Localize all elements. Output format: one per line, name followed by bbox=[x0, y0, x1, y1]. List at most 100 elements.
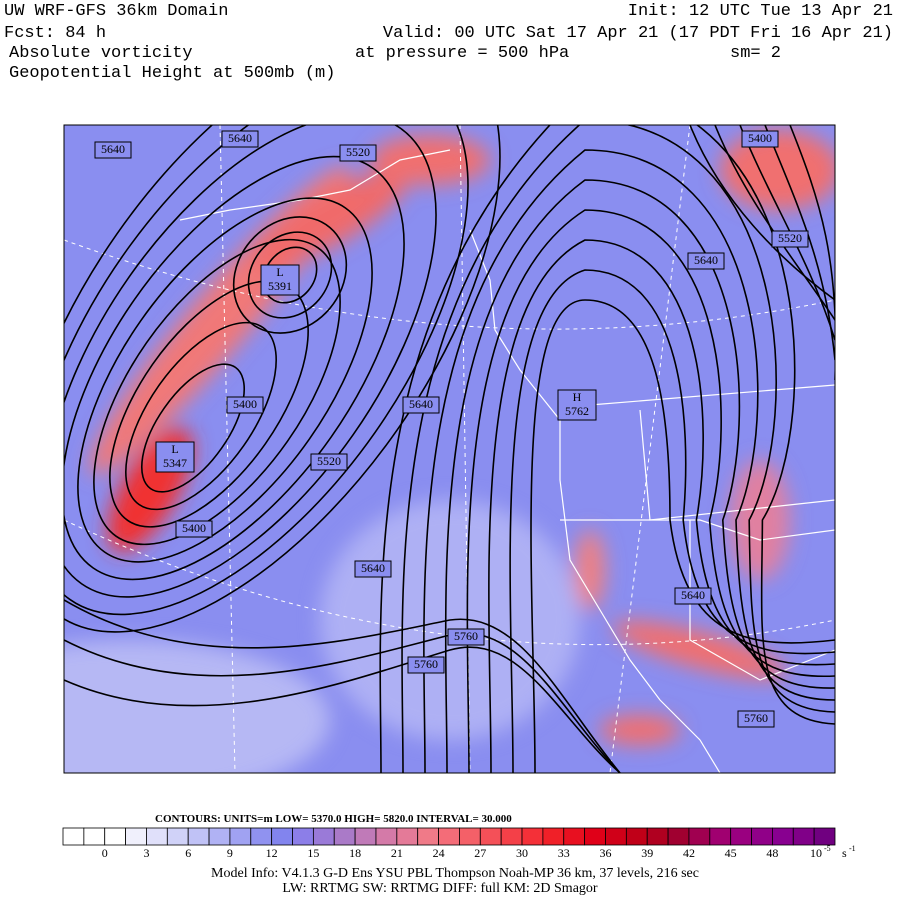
colorbar-cell bbox=[730, 827, 752, 846]
colorbar-cell bbox=[542, 827, 565, 846]
contour-label: 5760 bbox=[454, 629, 478, 643]
contour-label-box bbox=[771, 230, 809, 248]
colorbar-cell bbox=[208, 827, 231, 846]
contour bbox=[247, 231, 333, 319]
contour-label-box bbox=[339, 144, 377, 162]
contour-label-box bbox=[354, 560, 392, 578]
colorbar-cell bbox=[438, 827, 460, 846]
footer: Model Info: V4.1.3 G-D Ens YSU PBL Thomp… bbox=[211, 866, 699, 881]
colorbar-cell bbox=[229, 827, 252, 846]
colorbar-cell bbox=[667, 827, 690, 846]
header-left: Absolute vorticity bbox=[9, 44, 193, 63]
colorbar-cell bbox=[813, 827, 836, 846]
center-value: 5347 bbox=[163, 456, 187, 470]
contour-label: 5400 bbox=[182, 521, 206, 535]
contour-label: 5640 bbox=[681, 588, 705, 602]
contour bbox=[125, 321, 277, 511]
unit: -5 bbox=[824, 844, 831, 853]
contour-label: 5640 bbox=[228, 131, 252, 145]
contour bbox=[64, 125, 469, 616]
contour-label: 5400 bbox=[233, 397, 257, 411]
colorbar-tick: 6 bbox=[185, 846, 191, 860]
colorbar-tick: 12 bbox=[266, 846, 278, 860]
colorbar-cell bbox=[772, 827, 794, 846]
contour bbox=[488, 239, 835, 773]
colorbar-tick: 3 bbox=[143, 846, 149, 860]
contour-label-box bbox=[226, 396, 264, 414]
center-box bbox=[260, 264, 300, 296]
colorbar-cell bbox=[646, 827, 669, 846]
contour-label: 5640 bbox=[694, 253, 718, 267]
colorbar: CONTOURS: UNITS=m LOW= 5370.0 HIGH= 5820… bbox=[62, 813, 856, 860]
center-symbol: L bbox=[171, 442, 178, 456]
contour-label-box bbox=[94, 141, 132, 159]
colorbar-tick: 15 bbox=[307, 846, 319, 860]
header-right: Init: 12 UTC Tue 13 Apr 21 bbox=[628, 2, 893, 21]
contour bbox=[93, 238, 341, 546]
colorbar-tick: 0 bbox=[102, 846, 108, 860]
colorbar-tick: 24 bbox=[433, 846, 445, 860]
colorbar-cell bbox=[396, 827, 419, 846]
contour-label-box bbox=[407, 656, 445, 674]
colorbar-cell bbox=[250, 827, 273, 846]
colorbar-tick: 42 bbox=[683, 846, 695, 860]
map: 5640 5640 5640 5640 5640 5640 5520 5520 5520 5400… bbox=[64, 125, 835, 773]
colorbar-cell bbox=[500, 827, 523, 846]
contour bbox=[64, 155, 405, 581]
contour-label: 5640 bbox=[409, 397, 433, 411]
contour-label: 5400 bbox=[748, 131, 772, 145]
unit: -1 bbox=[849, 844, 856, 853]
colorbar-tick: 45 bbox=[725, 846, 737, 860]
contour-label: 5640 bbox=[101, 142, 125, 156]
map-frame bbox=[63, 124, 836, 774]
colorbar-cell bbox=[104, 827, 126, 846]
contour bbox=[64, 632, 621, 773]
footer: LW: RRTMG SW: RRTMG DIFF: full KM: 2D Sm… bbox=[282, 881, 597, 896]
contour bbox=[444, 179, 835, 773]
colorbar-cell bbox=[312, 827, 335, 846]
colorbar-tick: 18 bbox=[349, 846, 361, 860]
header-left: Geopotential Height at 500mb (m) bbox=[9, 64, 335, 83]
contour-label: 5760 bbox=[744, 711, 768, 725]
colorbar-cell bbox=[83, 827, 106, 846]
colorbar-cell bbox=[62, 827, 85, 846]
colorbar-cell bbox=[605, 827, 627, 846]
contour-label-box bbox=[741, 130, 779, 148]
colorbar-tick: 36 bbox=[599, 846, 611, 860]
colorbar-cell bbox=[584, 827, 606, 846]
contour bbox=[140, 363, 246, 493]
colorbar-cell bbox=[146, 827, 168, 846]
colorbar-cell bbox=[333, 827, 356, 846]
contour bbox=[530, 299, 835, 773]
contour-label-box bbox=[175, 520, 213, 538]
header-right: Valid: 00 UTC Sat 17 Apr 21 (17 PDT Fri … bbox=[383, 24, 893, 43]
colorbar-cell bbox=[459, 827, 481, 846]
header-left: Fcst: 84 h bbox=[4, 24, 106, 43]
contour bbox=[64, 599, 621, 773]
colorbar-tick: 48 bbox=[766, 846, 778, 860]
center-box bbox=[557, 389, 597, 421]
contour-label: 5760 bbox=[414, 657, 438, 671]
contour-info: CONTOURS: UNITS=m LOW= 5370.0 HIGH= 5820… bbox=[155, 813, 512, 825]
vorticity-shading bbox=[64, 130, 835, 773]
colorbar-cell bbox=[354, 827, 377, 846]
contour bbox=[401, 125, 835, 773]
header-right: sm= 2 bbox=[730, 44, 781, 63]
contour bbox=[77, 197, 373, 563]
colorbar-tick: 30 bbox=[516, 846, 528, 860]
contour-label: 5520 bbox=[317, 454, 341, 468]
colorbar-cell bbox=[417, 827, 439, 846]
colorbar-cell bbox=[563, 827, 586, 846]
contour bbox=[789, 125, 835, 380]
colorbar-cell bbox=[709, 827, 732, 846]
contour-label-box bbox=[221, 130, 259, 148]
unit: 10 bbox=[810, 846, 822, 860]
center-value: 5391 bbox=[268, 279, 292, 293]
colorbar-cell bbox=[521, 827, 544, 846]
colorbar-cell bbox=[125, 827, 147, 846]
contour-label-box bbox=[674, 587, 712, 605]
contour-label: 5640 bbox=[361, 561, 385, 575]
colorbar-cell bbox=[271, 827, 293, 846]
contour-label-box bbox=[402, 396, 440, 414]
unit: s bbox=[842, 846, 847, 860]
